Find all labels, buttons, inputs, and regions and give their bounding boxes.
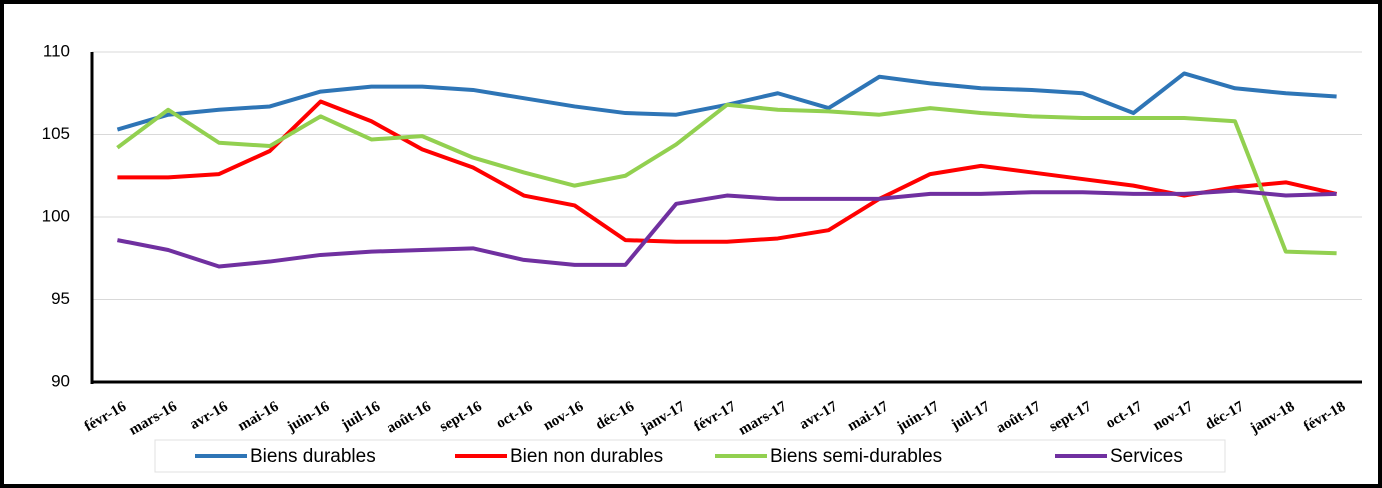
legend-box <box>154 439 1226 473</box>
legend-label: Bien non durables <box>510 446 663 467</box>
y-tick-label: 95 <box>51 289 70 308</box>
y-tick-label: 105 <box>42 124 70 143</box>
series-line <box>117 99 1338 244</box>
series-line <box>116 102 1337 256</box>
series-line <box>117 188 1337 269</box>
y-tick-label: 100 <box>42 206 70 225</box>
y-tick-label: 110 <box>43 41 70 60</box>
y-tick-label: 90 <box>51 371 70 390</box>
legend-label: Biens durables <box>250 446 376 467</box>
legend-label: Biens semi-durables <box>770 446 942 467</box>
legend-label: Services <box>1110 446 1183 467</box>
